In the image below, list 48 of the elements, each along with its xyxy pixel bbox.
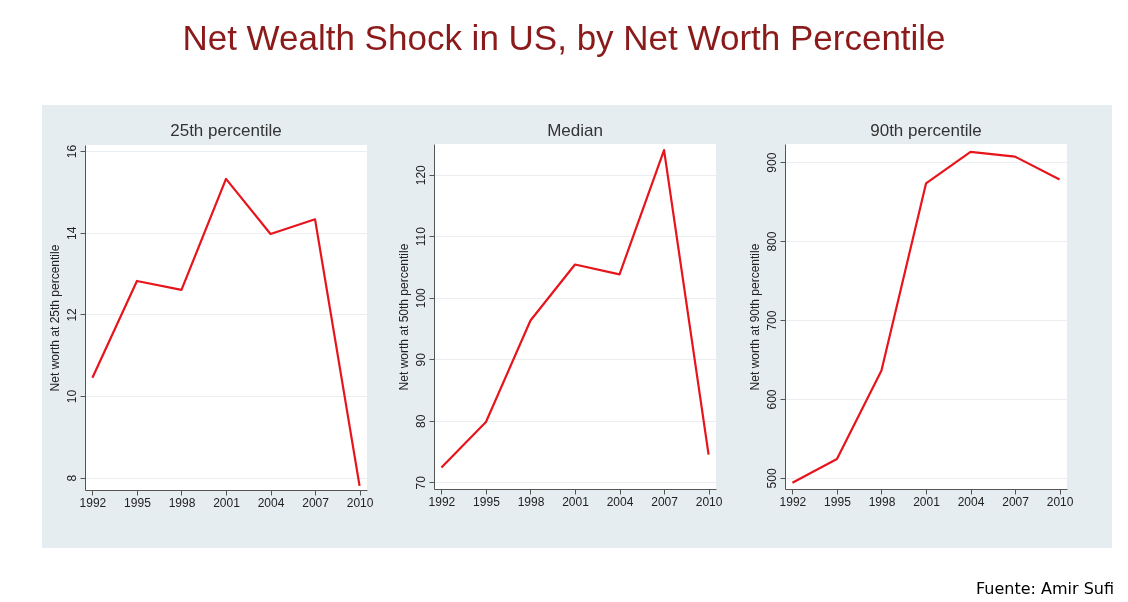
y-axis-title: Net worth at 25th percentile: [47, 244, 62, 392]
x-tick-label: 2010: [346, 495, 374, 510]
y-tick-label: 500: [764, 468, 779, 489]
y-tick-label: 90: [413, 352, 428, 367]
text: Net Wealth Shock in US, by Net Worth Percentile: [181, 18, 947, 58]
y-tick-label: 80: [413, 414, 428, 428]
x-tick-label: 2007: [651, 494, 679, 509]
x-tick-label: 1992: [779, 494, 807, 509]
y-tick-label: 10: [64, 389, 79, 404]
x-tick-label: 2007: [1002, 494, 1030, 509]
x-tick-label: 2007: [302, 495, 330, 510]
x-tick-label: 1998: [168, 495, 196, 510]
x-tick-label: 1995: [824, 494, 852, 509]
x-tick-label: 2001: [913, 494, 941, 509]
y-tick-label: 100: [413, 287, 428, 309]
x-tick-label: 2004: [606, 494, 634, 509]
x-tick-label: 1995: [473, 494, 501, 509]
y-axis-title: Net worth at 90th percentile: [747, 243, 762, 391]
line-series: [91, 177, 361, 488]
y-tick-label: 800: [764, 231, 779, 252]
y-tick-label: 70: [413, 475, 428, 490]
y-tick-label: 600: [764, 389, 779, 410]
x-tick-label: 2004: [257, 495, 285, 510]
line-series: [791, 150, 1061, 484]
x-tick-label: 1992: [428, 494, 456, 509]
y-axis-title: Net worth at 50th percentile: [396, 243, 411, 391]
x-tick-label: 2001: [213, 495, 241, 510]
y-tick-label: 12: [64, 307, 79, 322]
line-series: [440, 149, 710, 469]
x-tick-label: 1995: [124, 495, 152, 510]
chart-subtitle: 90th percentile: [870, 121, 982, 140]
chart-subtitle: Median: [547, 121, 603, 140]
x-tick-label: 2001: [562, 494, 590, 509]
source-note: Fuente: Amir Sufi: [975, 579, 1114, 598]
y-tick-label: 16: [64, 144, 79, 159]
x-tick-label: 1998: [868, 494, 896, 509]
y-tick-label: 8: [64, 474, 79, 482]
x-tick-label: 2010: [1046, 494, 1074, 509]
y-tick-label: 14: [64, 226, 79, 240]
x-tick-label: 2010: [695, 494, 723, 509]
y-tick-label: 900: [764, 152, 779, 173]
x-tick-label: 1998: [517, 494, 545, 509]
y-tick-label: 120: [413, 164, 428, 186]
y-tick-label: 700: [764, 310, 779, 331]
chart-subtitle: 25th percentile: [170, 121, 282, 141]
x-tick-label: 1992: [79, 495, 107, 510]
y-tick-label: 110: [413, 226, 428, 247]
x-tick-label: 2004: [957, 494, 985, 509]
